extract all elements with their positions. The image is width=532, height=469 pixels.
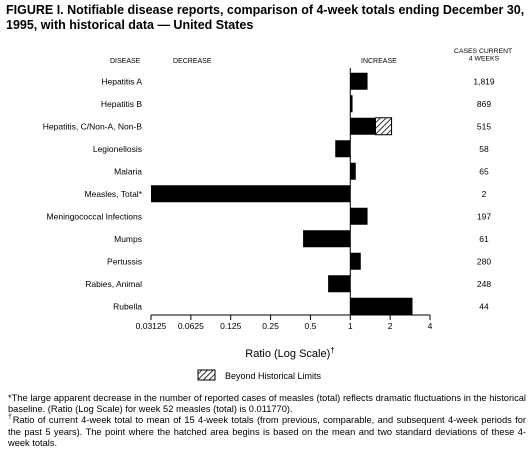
ratio-bar [350,207,368,225]
cases-count: 280 [477,256,491,266]
legend-label: Beyond Historical Limits [225,371,322,381]
x-tick-label: 0.0625 [178,321,204,331]
disease-label: Rubella [113,301,142,311]
chart-row: Hepatitis A 1,819 [101,72,495,90]
beyond-limits-bar [374,117,393,136]
x-tick-label: 0.25 [262,321,279,331]
x-tick-label: 0.03125 [136,321,167,331]
chart-rows: Hepatitis A 1,819 Hepatitis B 869 Hepatitis,… [43,68,495,315]
ratio-bar [350,297,413,315]
disease-label: Pertussis [107,256,142,266]
header-disease: DISEASE [110,58,141,65]
x-tick-label: 0.125 [220,321,242,331]
ratio-bar [350,95,353,113]
footnotes: *The large apparent decrease in the numb… [8,393,526,449]
cases-count: 869 [477,99,491,109]
disease-label: Legionellosis [93,144,142,154]
disease-label: Hepatitis A [101,76,142,86]
disease-label: Rabies, Animal [85,279,142,289]
legend-hatch-swatch [197,369,216,381]
cases-count: 44 [479,301,489,311]
ratio-bar [328,275,351,293]
chart-row: Hepatitis B 869 [101,95,491,113]
disease-label: Meningococcal Infections [47,211,142,221]
ratio-bar [350,72,368,90]
cases-count: 58 [479,144,489,154]
ratio-bar [350,117,376,135]
cases-count: 1,819 [473,76,495,86]
x-tick-label: 4 [428,321,433,331]
cases-count: 197 [477,211,491,221]
footnote-dagger: † [8,414,13,422]
figure-title: FIGURE I. Notifiable disease reports, co… [6,3,525,32]
chart-row: Measles, Total* 2 [85,185,487,203]
footnote-ratio-text: Ratio of current 4-week total to mean of… [8,415,526,448]
x-tick-label: 2 [388,321,393,331]
cases-count: 61 [479,234,489,244]
x-axis-title: Ratio (Log Scale)† [245,346,334,360]
header-increase: INCREASE [361,58,397,65]
header-cases: CASES CURRENT 4 WEEKS [454,48,514,63]
chart-row: Pertussis 280 [107,252,491,270]
cases-count: 515 [477,121,491,131]
footnote-ratio: †Ratio of current 4-week total to mean o… [8,414,526,449]
chart-row: Mumps 61 [114,230,489,248]
chart-row: Malaria 65 [114,162,489,180]
cases-count: 248 [477,279,491,289]
disease-label: Hepatitis, C/Non-A, Non-B [43,121,143,131]
ratio-bar [151,185,351,203]
x-tick-label: 1 [348,321,353,331]
cases-count: 65 [479,166,489,176]
ratio-bar [303,230,351,248]
chart-row: Legionellosis 58 [93,140,489,158]
disease-label: Measles, Total* [85,189,143,199]
disease-label: Hepatitis B [101,99,142,109]
ratio-bar [350,252,361,270]
header-decrease: DECREASE [173,58,212,65]
chart-row: Rabies, Animal 248 [85,275,491,293]
ratio-bar [350,162,356,180]
x-axis: 0.03125 0.0625 0.125 0.25 0.5 1 2 4 [136,314,433,331]
chart-row: Meningococcal Infections 197 [47,207,491,225]
chart-row: Rubella 44 [113,297,489,315]
footnote-measles: *The large apparent decrease in the numb… [8,393,526,415]
disease-label: Mumps [114,234,142,244]
chart-row: Hepatitis, C/Non-A, Non-B 515 [43,117,491,136]
disease-label: Malaria [114,166,142,176]
ratio-bar [335,140,351,158]
x-tick-label: 0.5 [305,321,317,331]
cases-count: 2 [482,189,487,199]
